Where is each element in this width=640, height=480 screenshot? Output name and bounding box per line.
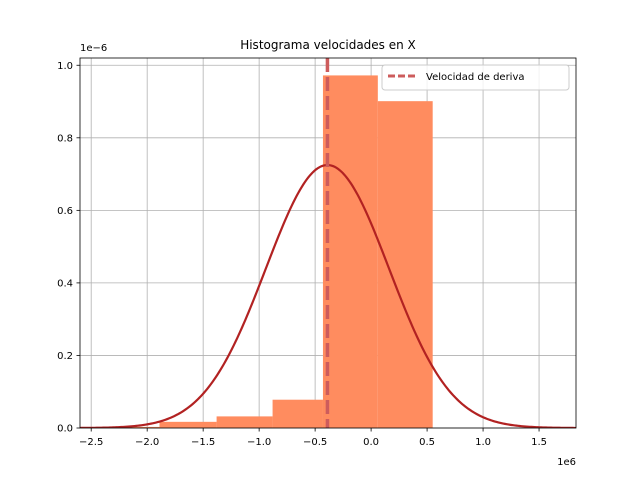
x-tick-label: 1.5 <box>531 437 547 448</box>
x-tick-label: 0.0 <box>363 437 379 448</box>
legend-box <box>381 64 570 91</box>
y-tick-label: 0.8 <box>57 133 73 144</box>
chart-title: Histograma velocidades en X <box>240 38 416 52</box>
y-axis-ticks: 0.0 0.2 0.4 0.6 0.8 1.0 <box>57 61 80 435</box>
y-tick-label: 1.0 <box>57 61 73 72</box>
histogram-bars <box>102 75 433 428</box>
y-offset-label: 1e−6 <box>80 43 107 54</box>
histogram-bar <box>272 399 323 428</box>
x-tick-label: −1.5 <box>191 437 215 448</box>
histogram-bar <box>322 75 378 428</box>
y-tick-label: 0.6 <box>57 206 73 217</box>
x-tick-label: −0.5 <box>303 437 327 448</box>
y-tick-label: 0.4 <box>57 278 73 289</box>
histogram-bar <box>216 416 273 428</box>
x-axis-ticks: −2.5 −2.0 −1.5 −1.0 −0.5 0.0 0.5 1.0 1.5 <box>79 428 547 448</box>
legend: Velocidad de deriva <box>381 64 570 91</box>
histogram-bar <box>159 421 217 428</box>
histogram-bar <box>377 101 433 428</box>
x-tick-label: 1.0 <box>475 437 491 448</box>
legend-label: Velocidad de deriva <box>426 72 525 83</box>
y-tick-label: 0.0 <box>57 424 73 435</box>
plot-frame <box>79 57 577 429</box>
y-tick-label: 0.2 <box>57 351 73 362</box>
x-tick-label: −2.5 <box>79 437 103 448</box>
x-tick-label: −1.0 <box>247 437 271 448</box>
x-offset-label: 1e6 <box>557 457 576 468</box>
x-tick-label: 0.5 <box>419 437 435 448</box>
x-tick-label: −2.0 <box>135 437 159 448</box>
